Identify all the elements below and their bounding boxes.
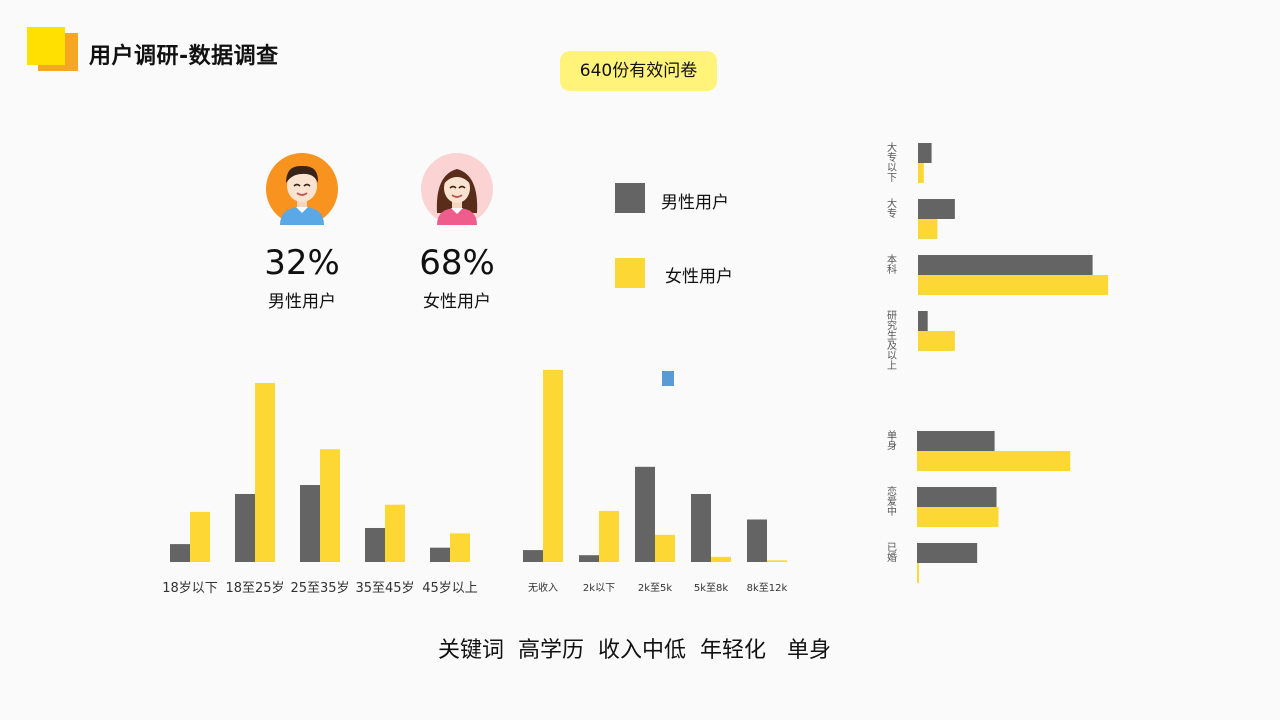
- tick-label-marital-0: 单身: [887, 430, 897, 452]
- tick-label-marital-2: 已婚: [887, 543, 897, 564]
- bar-edu-female-2: [918, 275, 1109, 295]
- tick-label-income-3: 5k至8k: [694, 582, 729, 594]
- bar-age-male-1: [235, 493, 255, 562]
- bar-age-male-2: [300, 485, 320, 562]
- bar-income-female-0: [543, 369, 563, 562]
- female-label: 女性用户: [423, 292, 491, 312]
- legend-female-swatch: [615, 258, 645, 288]
- legend-male-swatch: [615, 183, 645, 213]
- tick-label-age-3: 35至45岁: [355, 581, 414, 596]
- bar-age-female-1: [255, 383, 275, 562]
- bar-edu-female-3: [918, 331, 955, 351]
- bar-edu-female-0: [918, 163, 924, 183]
- tick-label-age-1: 18至25岁: [225, 581, 284, 596]
- tick-label-edu-2: 本科: [887, 253, 897, 276]
- bar-age-male-0: [170, 544, 190, 562]
- tick-label-income-1: 2k以下: [583, 583, 615, 594]
- blue-marker: [662, 371, 674, 386]
- bar-income-male-1: [579, 555, 599, 562]
- tick-label-income-2: 2k至5k: [638, 582, 673, 594]
- bar-age-female-3: [385, 504, 405, 562]
- bar-marital-female-1: [917, 507, 999, 527]
- bar-edu-male-1: [918, 199, 955, 219]
- bar-edu-male-0: [918, 143, 932, 163]
- tick-label-age-0: 18岁以下: [162, 581, 218, 596]
- tick-label-marital-1: 恋爱中: [887, 485, 897, 518]
- bar-income-female-2: [655, 534, 675, 562]
- bar-marital-male-0: [917, 431, 995, 451]
- bar-income-female-1: [599, 511, 619, 562]
- bar-edu-male-3: [918, 311, 928, 331]
- bar-age-female-2: [320, 449, 340, 562]
- bar-marital-male-2: [917, 543, 978, 563]
- bar-income-male-4: [747, 519, 767, 562]
- tick-label-edu-0: 大专以下: [887, 141, 897, 184]
- bar-age-female-0: [190, 511, 210, 562]
- legend-male-label: 男性用户: [661, 193, 729, 213]
- female-avatar-icon: [421, 153, 493, 225]
- tick-label-income-4: 8k至12k: [747, 582, 788, 594]
- bar-age-male-4: [430, 547, 450, 562]
- bar-income-male-0: [523, 550, 543, 562]
- tick-label-age-4: 45岁以上: [422, 581, 478, 596]
- male-label: 男性用户: [268, 292, 336, 312]
- bar-income-male-3: [691, 494, 711, 562]
- tick-label-income-0: 无收入: [528, 581, 558, 594]
- bar-edu-male-2: [918, 255, 1093, 275]
- bar-marital-female-2: [917, 563, 919, 583]
- tick-label-edu-3: 研究生及以上: [887, 310, 897, 372]
- bar-age-male-3: [365, 527, 385, 562]
- male-percent: 32%: [264, 243, 340, 283]
- tick-label-edu-1: 大专: [887, 197, 897, 220]
- bar-edu-female-1: [918, 219, 938, 239]
- keywords-line: 关键词 高学历 收入中低 年轻化 单身: [438, 638, 831, 663]
- page-title: 用户调研-数据调查: [89, 44, 279, 69]
- tick-label-age-2: 25至35岁: [290, 581, 349, 596]
- legend-female-label: 女性用户: [665, 267, 733, 287]
- bar-income-male-2: [635, 466, 655, 562]
- logo-front-square: [27, 27, 65, 65]
- bar-marital-female-0: [917, 451, 1071, 471]
- bar-income-female-4: [767, 560, 787, 562]
- bar-age-female-4: [450, 533, 470, 562]
- female-percent: 68%: [419, 243, 495, 283]
- survey-count-badge: 640份有效问卷: [560, 51, 717, 91]
- male-avatar-icon: [266, 153, 338, 225]
- bar-marital-male-1: [917, 487, 997, 507]
- bar-income-female-3: [711, 556, 731, 562]
